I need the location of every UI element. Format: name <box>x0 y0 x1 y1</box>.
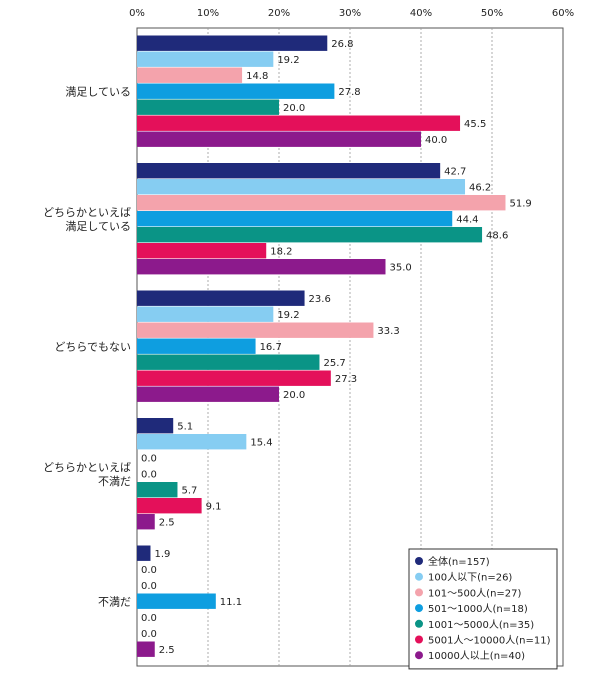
bar <box>137 259 386 275</box>
bar <box>137 386 279 402</box>
bar <box>137 115 461 131</box>
x-tick-label: 0% <box>129 8 145 19</box>
data-label: 44.4 <box>456 215 478 226</box>
data-label: 2.5 <box>159 518 175 529</box>
data-label: 20.0 <box>283 103 305 114</box>
data-label: 0.0 <box>141 565 157 576</box>
x-tick-label: 10% <box>197 8 219 19</box>
legend-label: 101〜500人(n=27) <box>428 587 522 599</box>
bar <box>137 83 335 99</box>
category-label: どちらかといえば <box>43 461 131 474</box>
legend-marker <box>415 651 423 660</box>
data-label: 15.4 <box>250 438 272 449</box>
data-label: 51.9 <box>509 199 531 210</box>
x-tick-label: 30% <box>339 8 361 19</box>
data-label: 5.1 <box>177 422 193 433</box>
bar <box>137 434 247 450</box>
bar <box>137 593 216 609</box>
bar <box>137 418 174 434</box>
legend-label: 1001〜5000人(n=35) <box>428 619 534 631</box>
data-label: 9.1 <box>206 502 222 513</box>
data-label: 35.0 <box>390 263 412 274</box>
legend-label: 501〜1000人(n=18) <box>428 603 528 615</box>
data-label: 19.2 <box>277 55 299 66</box>
data-label: 20.0 <box>283 390 305 401</box>
bar <box>137 243 267 259</box>
bar <box>137 290 305 306</box>
legend-label: 5001人〜10000人(n=11) <box>428 635 551 647</box>
legend-label: 100人以下(n=26) <box>428 572 512 584</box>
data-label: 48.6 <box>486 231 508 242</box>
data-label: 25.7 <box>323 358 345 369</box>
data-label: 0.0 <box>141 629 157 640</box>
bar <box>137 35 328 51</box>
bar <box>137 227 483 243</box>
bar <box>137 306 274 322</box>
bar <box>137 641 155 657</box>
data-label: 0.0 <box>141 454 157 465</box>
data-label: 18.2 <box>270 247 292 258</box>
category-label: どちらかといえば <box>43 206 131 219</box>
data-label: 16.7 <box>260 342 282 353</box>
legend-label: 10000人以上(n=40) <box>428 650 525 662</box>
data-label: 40.0 <box>425 135 447 146</box>
category-label: 不満だ <box>98 475 131 488</box>
legend-marker <box>415 572 423 581</box>
x-tick-label: 50% <box>481 8 503 19</box>
category-label: 満足している <box>65 86 131 99</box>
bar <box>137 211 453 227</box>
bar <box>137 354 320 370</box>
bar <box>137 514 155 530</box>
bar <box>137 322 374 338</box>
category-label: 満足している <box>65 220 131 233</box>
legend-marker <box>415 619 423 628</box>
category-label: 不満だ <box>98 596 131 609</box>
x-tick-label: 60% <box>552 8 574 19</box>
data-label: 33.3 <box>377 326 399 337</box>
bar <box>137 545 151 561</box>
bar <box>137 163 441 179</box>
legend-marker <box>415 635 423 644</box>
legend-label: 全体(n=157) <box>428 555 490 568</box>
data-label: 14.8 <box>246 71 268 82</box>
category-label: どちらでもない <box>54 341 131 354</box>
data-label: 0.0 <box>141 613 157 624</box>
bar <box>137 179 466 195</box>
data-label: 27.8 <box>338 87 360 98</box>
x-tick-label: 20% <box>268 8 290 19</box>
data-label: 23.6 <box>309 294 331 305</box>
bar <box>137 51 274 67</box>
bar <box>137 195 506 211</box>
data-label: 2.5 <box>159 645 175 656</box>
x-tick-label: 40% <box>410 8 432 19</box>
data-label: 11.1 <box>220 597 242 608</box>
legend-marker <box>415 557 423 565</box>
data-label: 1.9 <box>154 549 170 560</box>
data-label: 45.5 <box>464 119 486 130</box>
bar <box>137 370 331 386</box>
bar <box>137 67 243 83</box>
data-label: 5.7 <box>181 486 197 497</box>
data-label: 46.2 <box>469 183 491 194</box>
bar <box>137 498 202 514</box>
bar <box>137 482 178 498</box>
data-label: 19.2 <box>277 310 299 321</box>
data-label: 0.0 <box>141 581 157 592</box>
legend-box <box>408 548 558 670</box>
data-label: 26.8 <box>331 39 353 50</box>
bar <box>137 338 256 354</box>
bar <box>137 131 421 147</box>
data-label: 0.0 <box>141 470 157 481</box>
legend-marker <box>415 604 423 613</box>
legend-marker <box>415 588 423 597</box>
data-label: 27.3 <box>335 374 357 385</box>
data-label: 42.7 <box>444 167 466 178</box>
bar <box>137 99 279 115</box>
